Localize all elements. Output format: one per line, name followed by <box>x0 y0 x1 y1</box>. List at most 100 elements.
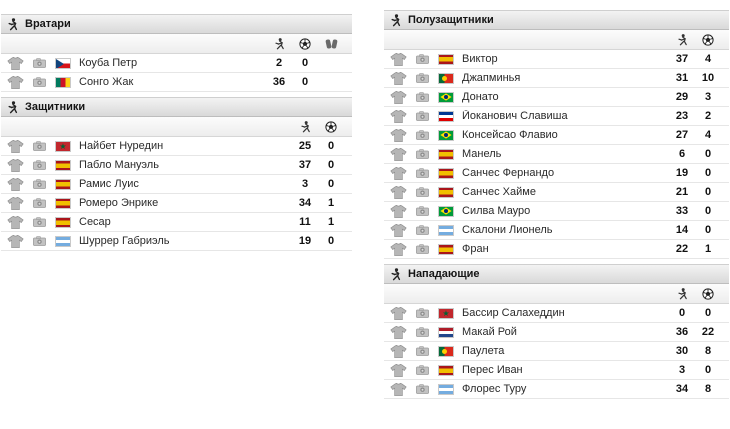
player-row[interactable]: Бассир Салахеддин 0 0 <box>384 304 729 323</box>
camera-icon[interactable] <box>416 130 429 140</box>
camera-icon[interactable] <box>416 187 429 197</box>
stat-value: 0 <box>327 235 335 247</box>
camera-icon[interactable] <box>33 198 46 208</box>
player-name[interactable]: Шуррер Габриэль <box>79 235 170 247</box>
player-row[interactable]: Санчес Фернандо 19 0 <box>384 164 729 183</box>
camera-icon[interactable] <box>33 217 46 227</box>
stat-value: 0 <box>301 57 309 69</box>
player-row[interactable]: Санчес Хайме 21 0 <box>384 183 729 202</box>
stat-value: 4 <box>704 129 712 141</box>
jersey-icon <box>390 147 407 161</box>
jersey-icon <box>390 128 407 142</box>
player-name[interactable]: Пабло Мануэль <box>79 159 159 171</box>
player-name[interactable]: Фран <box>462 243 489 255</box>
player-name[interactable]: Рамис Луис <box>79 178 139 190</box>
player-name[interactable]: Донато <box>462 91 499 103</box>
player-row[interactable]: Шуррер Габриэль 19 0 <box>1 232 352 251</box>
stat-value: 4 <box>704 53 712 65</box>
stat-value: 29 <box>675 91 689 103</box>
camera-icon[interactable] <box>416 225 429 235</box>
camera-icon[interactable] <box>33 141 46 151</box>
stat-value: 0 <box>704 167 712 179</box>
camera-icon[interactable] <box>416 111 429 121</box>
player-name[interactable]: Коуба Петр <box>79 57 138 69</box>
camera-icon[interactable] <box>33 160 46 170</box>
camera-icon[interactable] <box>416 73 429 83</box>
player-row[interactable]: Ромеро Энрике 34 1 <box>1 194 352 213</box>
player-name[interactable]: Флорес Туру <box>462 383 527 395</box>
country-flag-pt-icon <box>438 345 454 357</box>
player-name[interactable]: Силва Мауро <box>462 205 531 217</box>
player-name[interactable]: Ромеро Энрике <box>79 197 159 209</box>
player-row[interactable]: Фран 22 1 <box>384 240 729 259</box>
camera-icon[interactable] <box>416 206 429 216</box>
jersey-icon <box>390 204 407 218</box>
player-row[interactable]: Перес Иван 3 0 <box>384 361 729 380</box>
stat-value: 14 <box>675 224 689 236</box>
player-row[interactable]: Йоканович Славиша 23 2 <box>384 107 729 126</box>
section-defenders: Защитники Найбет Нуредин 25 0 Пабло Мануэ… <box>1 97 352 251</box>
jersey-icon <box>390 71 407 85</box>
player-list: Бассир Салахеддин 0 0 Макай Рой 36 22 Паул… <box>384 304 729 399</box>
camera-icon[interactable] <box>33 58 46 68</box>
stat-value: 2 <box>275 57 283 69</box>
player-row[interactable]: Найбет Нуредин 25 0 <box>1 137 352 156</box>
section-title: Нападающие <box>408 268 480 280</box>
player-row[interactable]: Силва Мауро 33 0 <box>384 202 729 221</box>
player-name[interactable]: Перес Иван <box>462 364 523 376</box>
player-row[interactable]: Консейсао Флавио 27 4 <box>384 126 729 145</box>
stat-value: 22 <box>701 326 715 338</box>
player-row[interactable]: Сонго Жак 36 0 <box>1 73 352 92</box>
player-name[interactable]: Бассир Салахеддин <box>462 307 565 319</box>
camera-icon[interactable] <box>416 346 429 356</box>
camera-icon[interactable] <box>33 236 46 246</box>
player-row[interactable]: Донато 29 3 <box>384 88 729 107</box>
stat-value: 0 <box>704 186 712 198</box>
player-name[interactable]: Санчес Хайме <box>462 186 536 198</box>
stat-value: 0 <box>704 205 712 217</box>
camera-icon[interactable] <box>416 365 429 375</box>
stat-value: 11 <box>299 216 311 228</box>
camera-icon[interactable] <box>416 168 429 178</box>
country-flag-es-icon <box>438 243 454 255</box>
player-row[interactable]: Сесар 11 1 <box>1 213 352 232</box>
player-name[interactable]: Сесар <box>79 216 111 228</box>
camera-icon[interactable] <box>416 149 429 159</box>
player-row[interactable]: Флорес Туру 34 8 <box>384 380 729 399</box>
camera-icon[interactable] <box>33 77 46 87</box>
country-flag-es-icon <box>55 197 71 209</box>
player-row[interactable]: Джапминья 31 10 <box>384 69 729 88</box>
camera-icon[interactable] <box>416 92 429 102</box>
player-name[interactable]: Найбет Нуредин <box>79 140 164 152</box>
player-name[interactable]: Виктор <box>462 53 498 65</box>
country-flag-ar-icon <box>438 224 454 236</box>
camera-icon[interactable] <box>416 327 429 337</box>
section-header: Защитники <box>1 97 352 117</box>
camera-icon[interactable] <box>416 384 429 394</box>
player-row[interactable]: Скалони Лионель 14 0 <box>384 221 729 240</box>
player-name[interactable]: Макай Рой <box>462 326 517 338</box>
stat-value: 36 <box>272 76 286 88</box>
player-name[interactable]: Джапминья <box>462 72 521 84</box>
player-row[interactable]: Коуба Петр 2 0 <box>1 54 352 73</box>
player-row[interactable]: Рамис Луис 3 0 <box>1 175 352 194</box>
camera-icon[interactable] <box>416 244 429 254</box>
camera-icon[interactable] <box>416 308 429 318</box>
player-name[interactable]: Йоканович Славиша <box>462 110 568 122</box>
player-name[interactable]: Сонго Жак <box>79 76 134 88</box>
player-row[interactable]: Макай Рой 36 22 <box>384 323 729 342</box>
player-row[interactable]: Манель 6 0 <box>384 145 729 164</box>
player-name[interactable]: Паулета <box>462 345 505 357</box>
player-name[interactable]: Санчес Фернандо <box>462 167 555 179</box>
player-row[interactable]: Пабло Мануэль 37 0 <box>1 156 352 175</box>
camera-icon[interactable] <box>416 54 429 64</box>
player-row[interactable]: Виктор 37 4 <box>384 50 729 69</box>
player-name[interactable]: Скалони Лионель <box>462 224 553 236</box>
stat-value: 0 <box>327 178 335 190</box>
gloves-icon <box>318 38 344 50</box>
player-row[interactable]: Паулета 30 8 <box>384 342 729 361</box>
camera-icon[interactable] <box>33 179 46 189</box>
player-name[interactable]: Консейсао Флавио <box>462 129 558 141</box>
player-name[interactable]: Манель <box>462 148 502 160</box>
